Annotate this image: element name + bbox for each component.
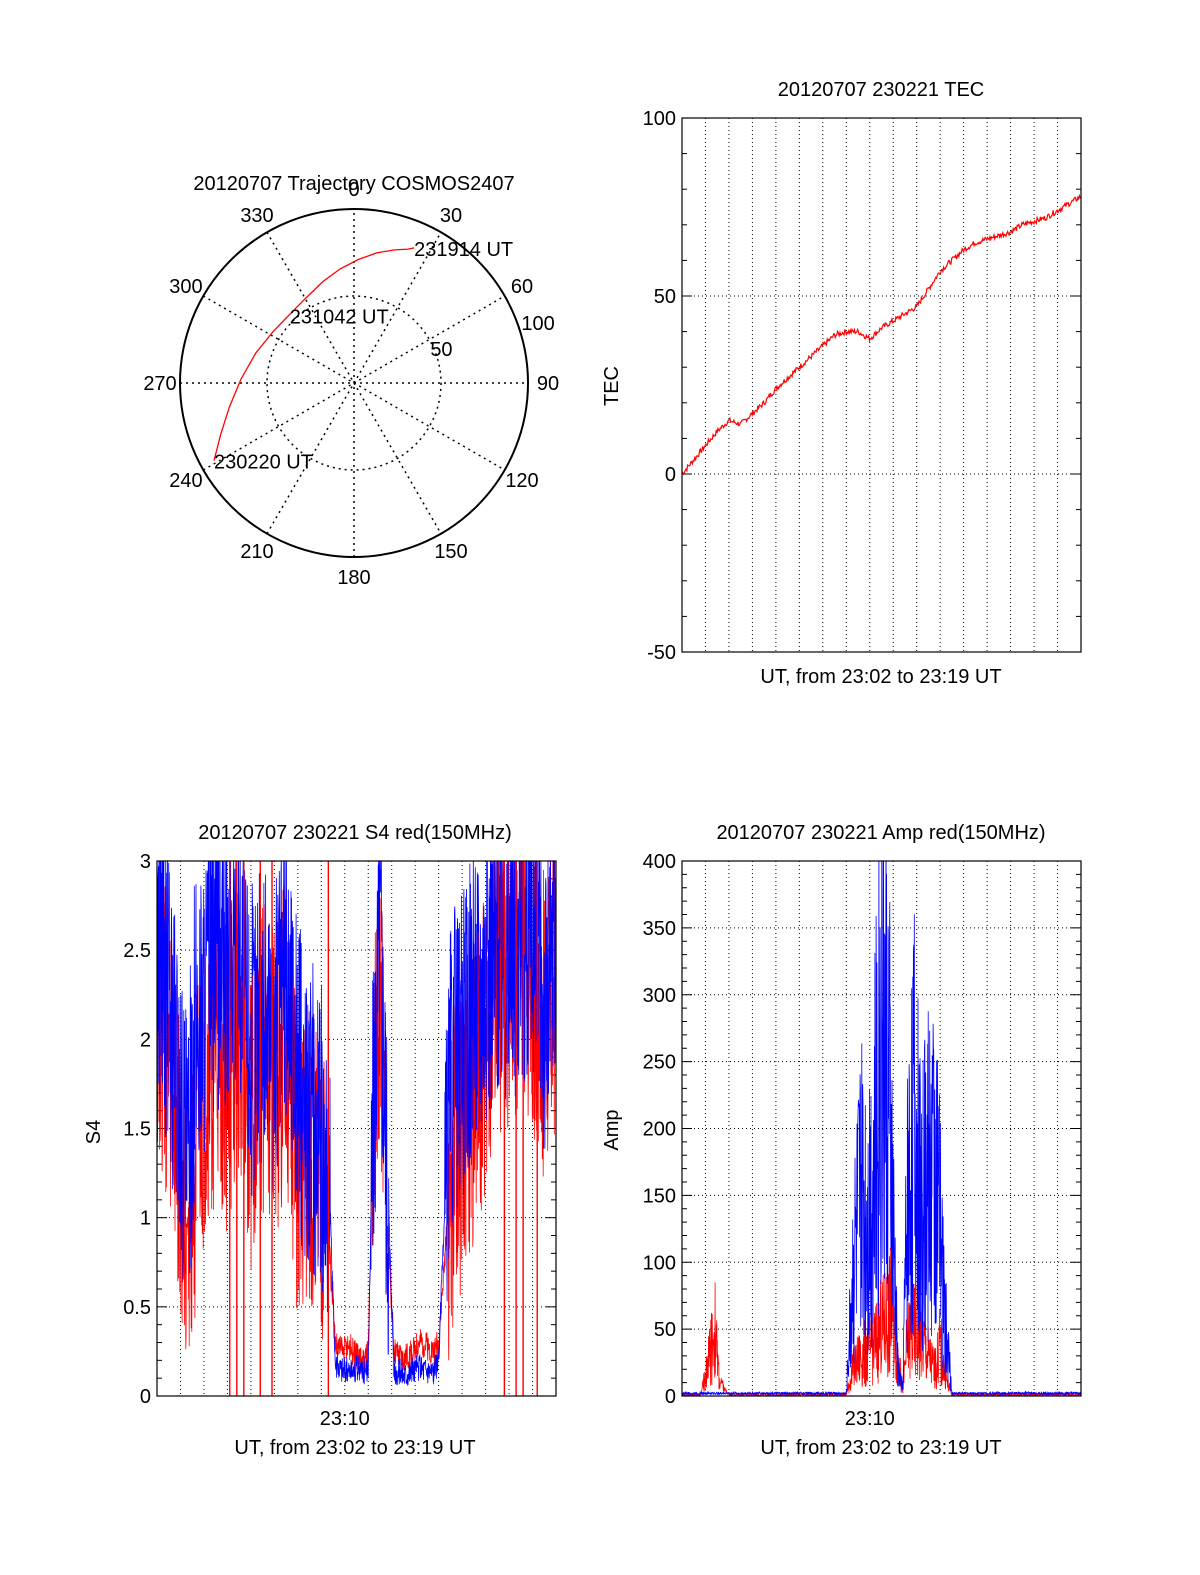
polar-angle-label: 150: [434, 541, 467, 563]
polar-angle-label: 0: [348, 179, 359, 201]
amp-series-blue: [682, 861, 1081, 1396]
amp-plot: 20120707 230221 Amp red(150MHz) UT, from…: [601, 822, 1082, 1459]
s4-ytick-label: 0: [140, 1386, 151, 1408]
amp-title: 20120707 230221 Amp red(150MHz): [716, 822, 1045, 844]
amp-xlabel: UT, from 23:02 to 23:19 UT: [760, 1437, 1001, 1459]
trajectory-line: [213, 247, 415, 461]
amp-ytick-label: 300: [643, 985, 676, 1007]
polar-angle-label: 330: [240, 205, 273, 227]
s4-plot: 20120707 230221 S4 red(150MHz) UT, from …: [83, 822, 557, 1459]
s4-ylabel: S4: [83, 1120, 105, 1144]
amp-xtick-label: 23:10: [845, 1408, 895, 1430]
tec-ylabel: TEC: [601, 366, 623, 406]
tec-ytick-label: 0: [665, 464, 676, 486]
trajectory-time-label: 230220 UT: [214, 452, 313, 474]
tec-series-line: [682, 193, 1081, 476]
amp-ytick-label: 400: [643, 851, 676, 873]
s4-xlabel: UT, from 23:02 to 23:19 UT: [234, 1437, 475, 1459]
trajectory-time-label: 231042 UT: [290, 306, 389, 328]
polar-angle-label: 240: [169, 470, 202, 492]
polar-angle-label: 90: [537, 373, 559, 395]
polar-angle-label: 270: [143, 373, 176, 395]
tec-frame: [681, 117, 1082, 653]
polar-radius-label: 50: [430, 339, 452, 361]
polar-angle-label: 300: [169, 276, 202, 298]
amp-ytick-label: 250: [643, 1052, 676, 1074]
tec-title: 20120707 230221 TEC: [778, 79, 984, 101]
tec-ytick-label: 100: [643, 108, 676, 130]
trajectory-title: 20120707 Trajectory COSMOS2407: [193, 173, 514, 195]
amp-ytick-label: 350: [643, 918, 676, 940]
polar-angle-label: 120: [505, 470, 538, 492]
trajectory-time-label: 231914 UT: [414, 239, 513, 261]
s4-series-blue: [157, 861, 556, 1387]
polar-angle-label: 30: [440, 205, 462, 227]
s4-title: 20120707 230221 S4 red(150MHz): [198, 822, 512, 844]
s4-ytick-label: 0.5: [123, 1297, 151, 1319]
polar-angle-label: 60: [511, 276, 533, 298]
tec-xlabel: UT, from 23:02 to 23:19 UT: [760, 666, 1001, 688]
s4-plot-area: [157, 861, 556, 1396]
polar-grid-circle: [266, 295, 442, 471]
s4-ytick-label: 1.5: [123, 1119, 151, 1141]
tec-plot-area: [682, 193, 1081, 476]
amp-ytick-label: 50: [654, 1319, 676, 1341]
s4-frame: [156, 860, 557, 1397]
s4-ytick-label: 3: [140, 851, 151, 873]
tec-ytick-label: -50: [647, 642, 676, 664]
s4-xtick-label: 23:10: [320, 1408, 370, 1430]
amp-frame: [681, 860, 1082, 1397]
tec-plot: 20120707 230221 TEC UT, from 23:02 to 23…: [601, 79, 1082, 688]
polar-angle-label: 210: [240, 541, 273, 563]
amp-ylabel: Amp: [601, 1109, 623, 1150]
polar-radius-label: 100: [521, 313, 554, 335]
trajectory-polar-plot: 20120707 Trajectory COSMOS2407 0 30 60 90 12…: [143, 173, 559, 589]
s4-ytick-label: 1: [140, 1208, 151, 1230]
s4-ytick-label: 2.5: [123, 940, 151, 962]
s4-ytick-label: 2: [140, 1029, 151, 1051]
amp-ytick-label: 0: [665, 1386, 676, 1408]
polar-spoke: [266, 231, 442, 535]
amp-ytick-label: 150: [643, 1185, 676, 1207]
amp-ytick-label: 100: [643, 1252, 676, 1274]
polar-angle-label: 180: [337, 567, 370, 589]
amp-ytick-label: 200: [643, 1119, 676, 1141]
tec-ytick-label: 50: [654, 286, 676, 308]
